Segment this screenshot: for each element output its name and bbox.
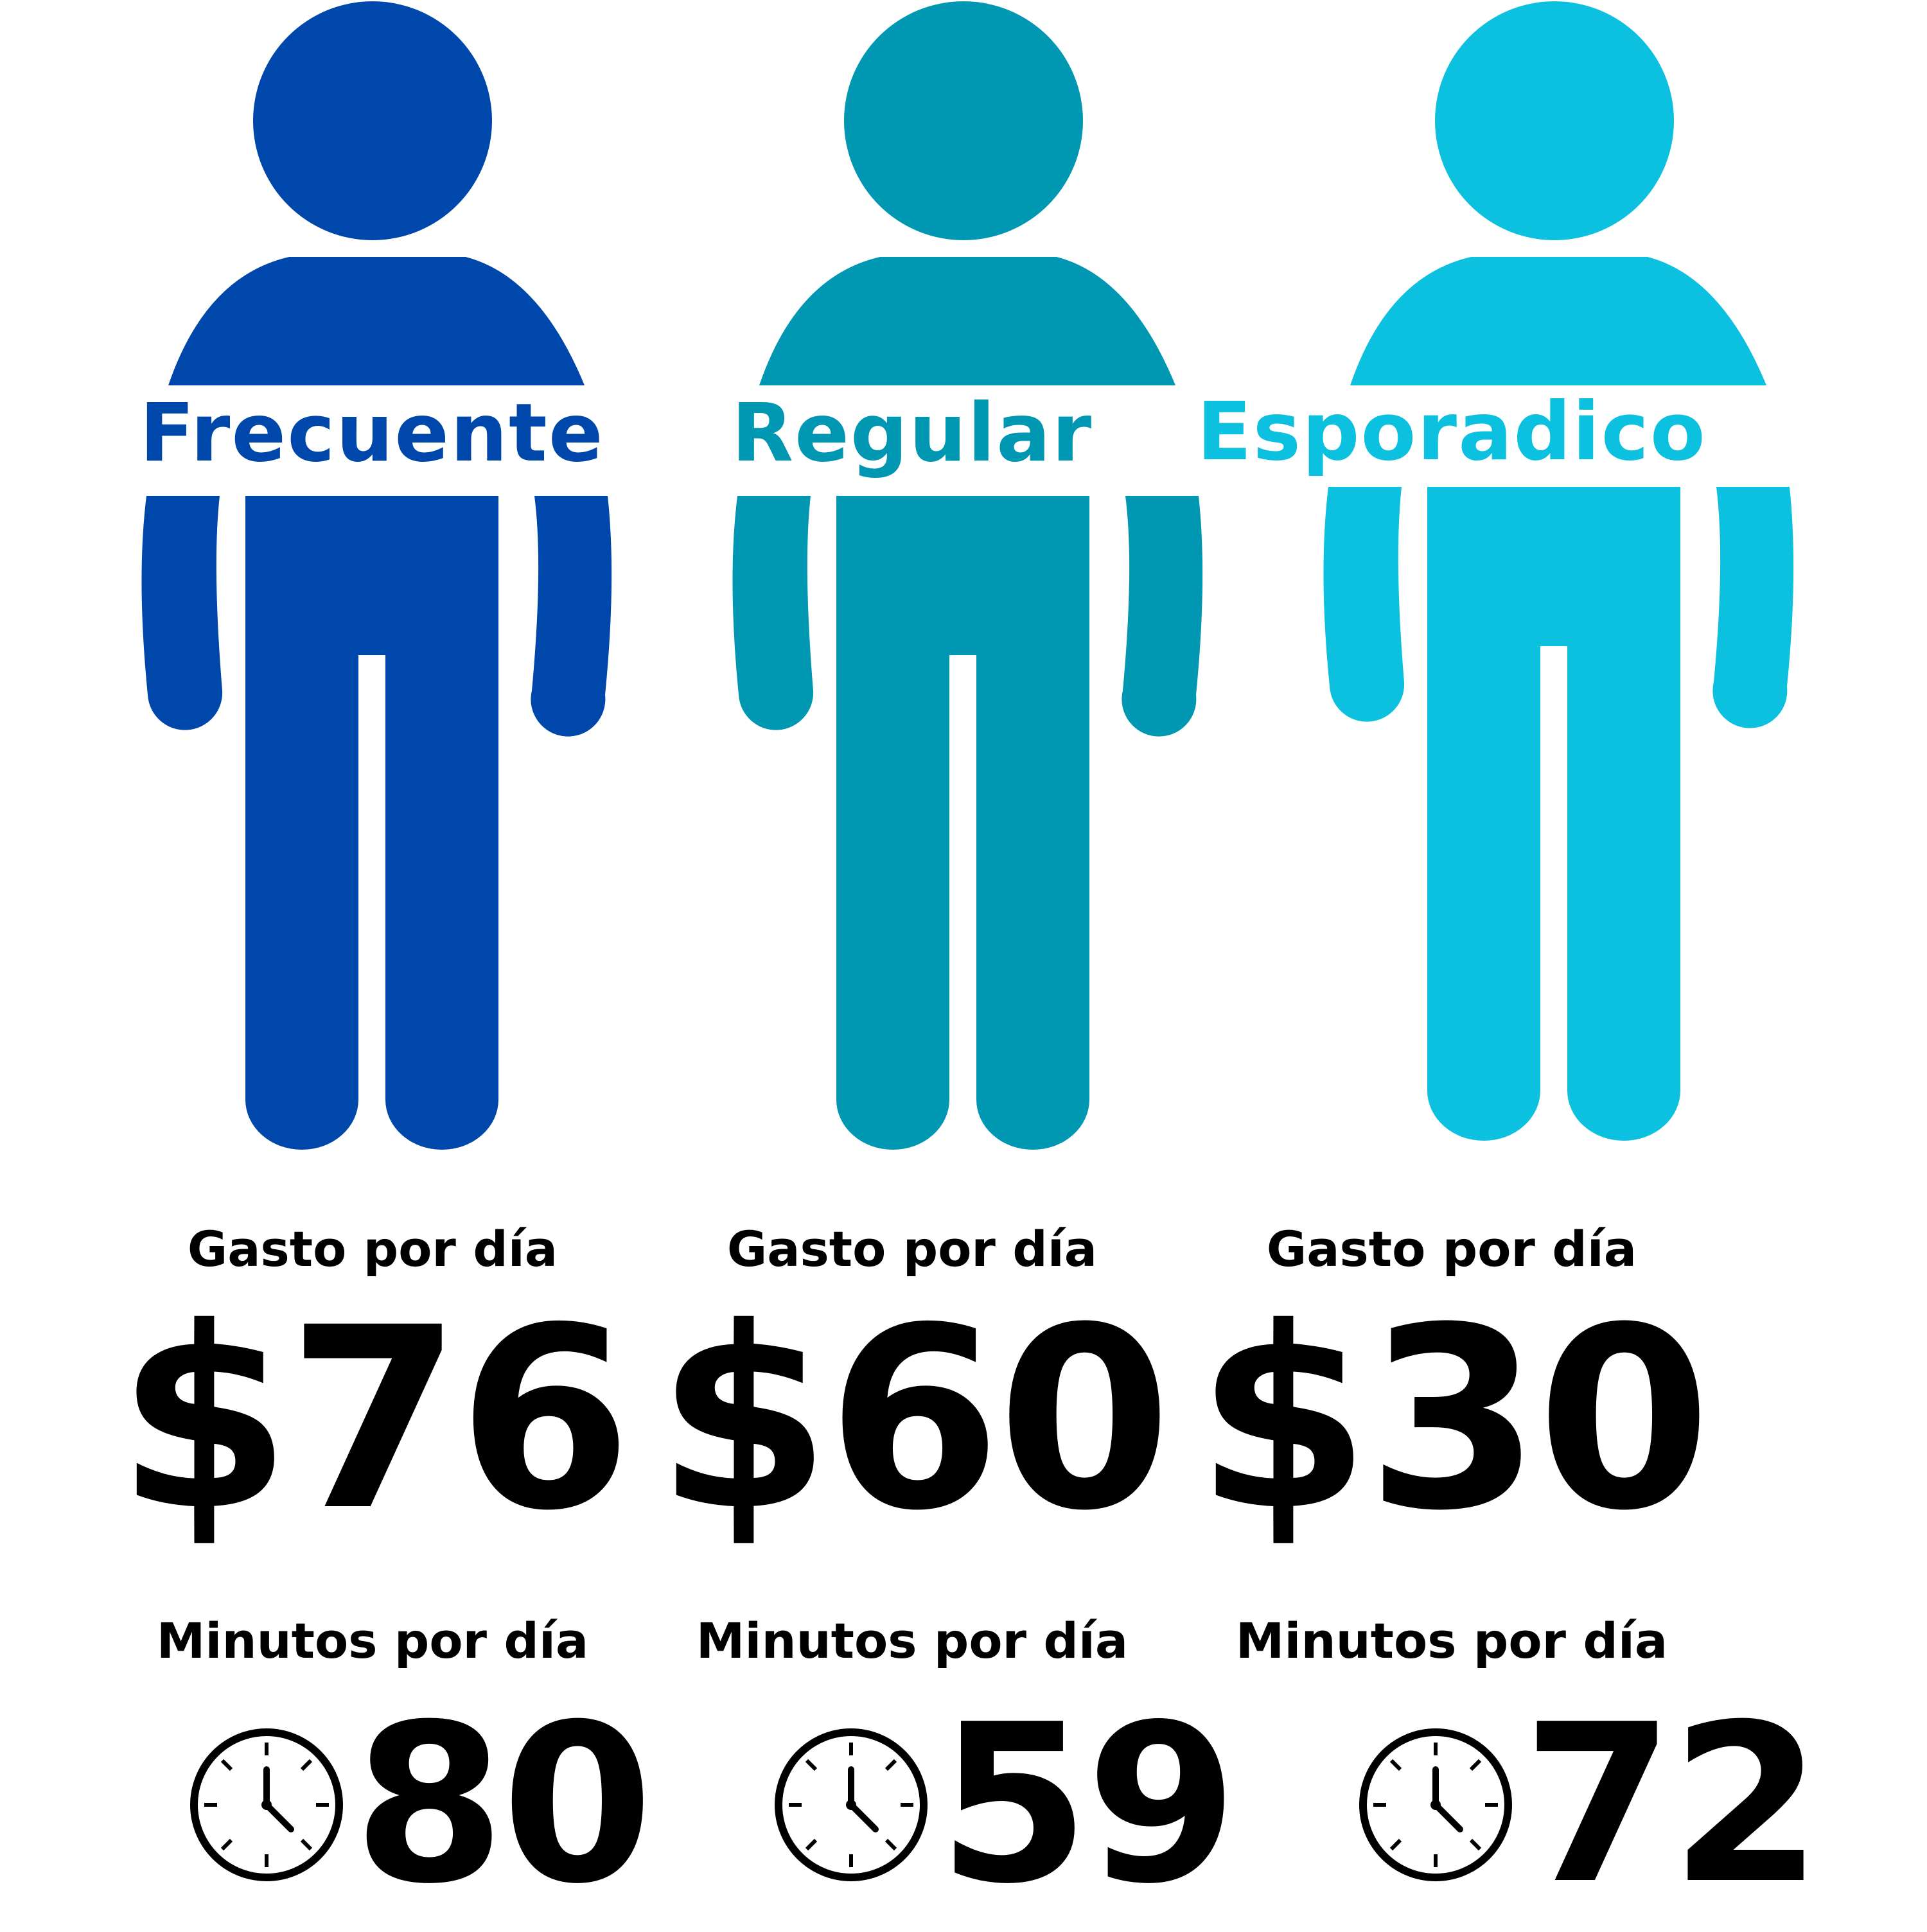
person-figure: [1182, 0, 1824, 1169]
clock-icon: [190, 1728, 343, 1881]
minutos-value: 80: [353, 1678, 653, 1932]
minutos-row: 80: [186, 1678, 653, 1932]
clock-icon: [775, 1728, 928, 1881]
person-figure: [591, 0, 1233, 1169]
gasto-title: Gasto por día: [187, 1220, 558, 1278]
minutos-row: 59: [771, 1678, 1238, 1932]
gasto-value: $60: [656, 1274, 1172, 1565]
gasto-title: Gasto por día: [726, 1220, 1098, 1278]
clock-icon: [1359, 1728, 1512, 1881]
person-icon: [141, 1, 612, 1150]
person-figure: [0, 0, 642, 1169]
segment-frecuente: Frecuente Gasto por día $76 Minutos por …: [0, 0, 653, 1927]
segment-regular: Regular Gasto por día $60 Minutos por dí…: [591, 0, 1238, 1932]
minutos-title: Minutos por día: [696, 1612, 1129, 1669]
segment-label: Esporadico: [1197, 385, 1707, 479]
minutos-value: 59: [938, 1678, 1238, 1932]
minutos-row: 72: [1355, 1678, 1822, 1932]
segment-label: Regular: [731, 387, 1093, 480]
person-icon: [1323, 1, 1794, 1141]
gasto-value: $30: [1195, 1274, 1711, 1565]
segment-label: Frecuente: [139, 387, 604, 480]
person-icon: [732, 1, 1203, 1150]
minutos-value: 72: [1522, 1678, 1822, 1932]
minutos-title: Minutos por día: [156, 1612, 589, 1669]
gasto-value: $76: [116, 1274, 632, 1565]
gasto-title: Gasto por día: [1266, 1220, 1637, 1278]
segment-esporadico: Esporadico Gasto por día $30 Minutos por…: [1182, 0, 1824, 1927]
minutos-title: Minutos por día: [1235, 1612, 1668, 1669]
